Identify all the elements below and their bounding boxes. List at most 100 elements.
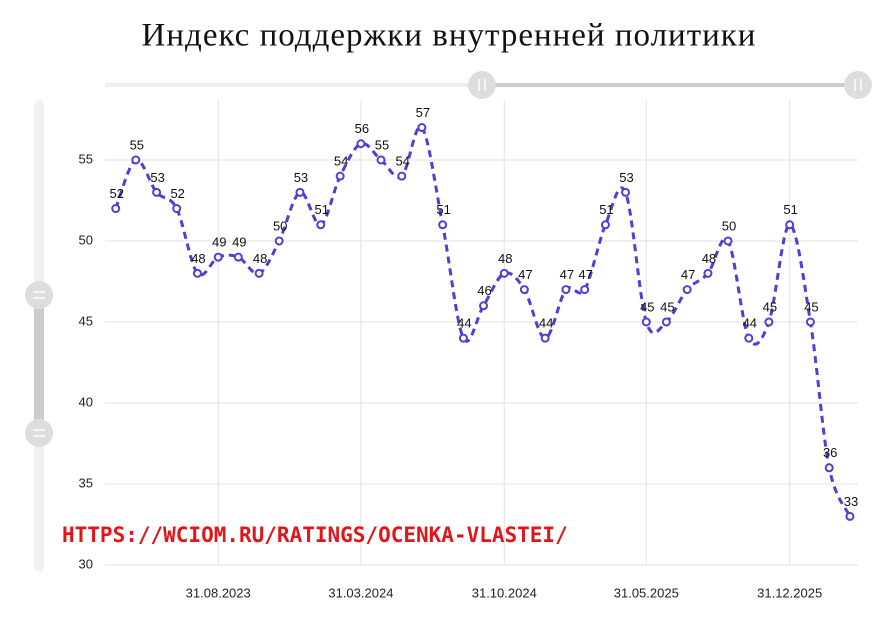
data-point [274,236,284,246]
data-label: 47 [681,267,695,282]
data-point [316,220,326,230]
x-tick-label: 31.10.2024 [472,585,537,600]
data-label: 50 [273,218,287,233]
data-label: 53 [294,170,308,185]
data-label: 44 [539,316,553,331]
data-point [356,139,366,149]
data-label: 53 [619,170,633,185]
data-label: 51 [314,202,328,217]
data-point [519,285,529,295]
x-tick-label: 31.12.2025 [757,585,822,600]
data-point [744,333,754,343]
x-tick-label: 31.08.2023 [186,585,251,600]
data-label: 54 [334,154,348,169]
data-point [192,268,202,278]
y-tick-label: 30 [79,556,93,571]
data-label: 44 [743,316,757,331]
data-label: 47 [560,267,574,282]
data-point [824,463,834,473]
data-point [499,268,509,278]
data-label: 53 [150,170,164,185]
data-point [152,187,162,197]
y-tick-label: 55 [79,151,93,166]
data-label: 48 [253,251,267,266]
slider-handle[interactable] [844,71,872,99]
data-label: 36 [823,445,837,460]
handle-grip [33,291,45,437]
y-tick-label: 45 [79,313,93,328]
data-label: 49 [232,235,246,250]
data-point [785,220,795,230]
data-point [438,220,448,230]
watermark: HTTPS://WCIOM.RU/RATINGS/OCENKA-VLASTEI/ [62,523,568,547]
data-label: 44 [457,316,471,331]
data-point [233,252,243,262]
data-label: 51 [436,202,450,217]
slider-handle[interactable] [468,71,496,99]
data-point [397,171,407,181]
data-point [131,155,141,165]
data-point [682,285,692,295]
data-point [540,333,550,343]
handle-grip [478,79,862,91]
y-tick-label: 50 [79,232,93,247]
data-label: 47 [518,267,532,282]
slider-range [482,83,858,87]
x-tick-label: 31.03.2024 [328,585,393,600]
data-label: 52 [170,186,184,201]
data-label: 45 [640,299,654,314]
data-label: 55 [375,137,389,152]
data-label: 47 [578,267,592,282]
data-point [621,187,631,197]
data-label: 45 [763,299,777,314]
data-point [764,317,774,327]
data-point [376,155,386,165]
grid: 30 35 40 45 50 55 31.08.2023 31.03.2024 31.10.20… [79,100,858,600]
data-point [561,285,571,295]
x-tick-label: 31.05.2025 [614,585,679,600]
data-label: 48 [498,251,512,266]
data-point [172,204,182,214]
slider-handle[interactable] [25,419,53,447]
data-label: 50 [722,218,736,233]
data-point [254,268,264,278]
data-point [661,317,671,327]
data-point [641,317,651,327]
data-label: 48 [702,251,716,266]
data-point [335,171,345,181]
data-point [213,252,223,262]
data-point [111,204,121,214]
y-tick-label: 40 [79,394,93,409]
data-label: 57 [416,105,430,120]
data-label: 51 [783,202,797,217]
data-label: 48 [191,251,205,266]
x-zoom-slider[interactable] [105,71,872,99]
data-label: 54 [396,154,410,169]
data-point [845,511,855,521]
data-label: 56 [355,121,369,136]
data-label: 55 [130,137,144,152]
y-tick-label: 35 [79,475,93,490]
y-zoom-slider[interactable] [25,100,53,572]
chart-title: Индекс поддержки внутренней политики [142,18,757,54]
data-point [600,220,610,230]
data-point [417,123,427,133]
slider-handle[interactable] [25,281,53,309]
data-label: 46 [477,283,491,298]
data-point [580,285,590,295]
data-label: 33 [844,494,858,509]
data-label: 51 [599,202,613,217]
data-label: 52 [109,186,123,201]
slider-range [34,295,44,433]
data-point [723,236,733,246]
data-point [295,187,305,197]
data-point [703,268,713,278]
data-label: 45 [660,299,674,314]
data-label: 49 [212,235,226,250]
line-series [114,125,852,518]
plot: 52 55 53 52 48 49 49 48 50 53 51 54 56 55 54 57 51 44 46 48… [109,105,858,521]
data-point [479,301,489,311]
data-point [458,333,468,343]
data-point [805,317,815,327]
